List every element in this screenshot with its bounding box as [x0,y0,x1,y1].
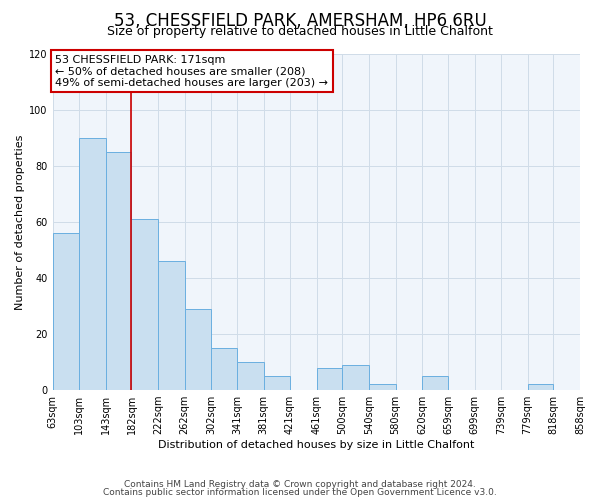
Bar [106,152,131,390]
Bar [317,368,343,390]
Bar [237,362,263,390]
Y-axis label: Number of detached properties: Number of detached properties [15,134,25,310]
Bar [185,309,211,390]
Bar [422,376,448,390]
Text: Size of property relative to detached houses in Little Chalfont: Size of property relative to detached ho… [107,25,493,38]
Bar [79,138,106,390]
Text: 53, CHESSFIELD PARK, AMERSHAM, HP6 6RU: 53, CHESSFIELD PARK, AMERSHAM, HP6 6RU [113,12,487,30]
Bar [580,384,600,390]
Bar [343,365,369,390]
Bar [53,233,79,390]
X-axis label: Distribution of detached houses by size in Little Chalfont: Distribution of detached houses by size … [158,440,475,450]
Bar [369,384,395,390]
Bar [131,219,158,390]
Text: 53 CHESSFIELD PARK: 171sqm
← 50% of detached houses are smaller (208)
49% of sem: 53 CHESSFIELD PARK: 171sqm ← 50% of deta… [55,54,328,88]
Bar [211,348,237,390]
Bar [263,376,290,390]
Text: Contains public sector information licensed under the Open Government Licence v3: Contains public sector information licen… [103,488,497,497]
Bar [158,262,185,390]
Text: Contains HM Land Registry data © Crown copyright and database right 2024.: Contains HM Land Registry data © Crown c… [124,480,476,489]
Bar [527,384,553,390]
